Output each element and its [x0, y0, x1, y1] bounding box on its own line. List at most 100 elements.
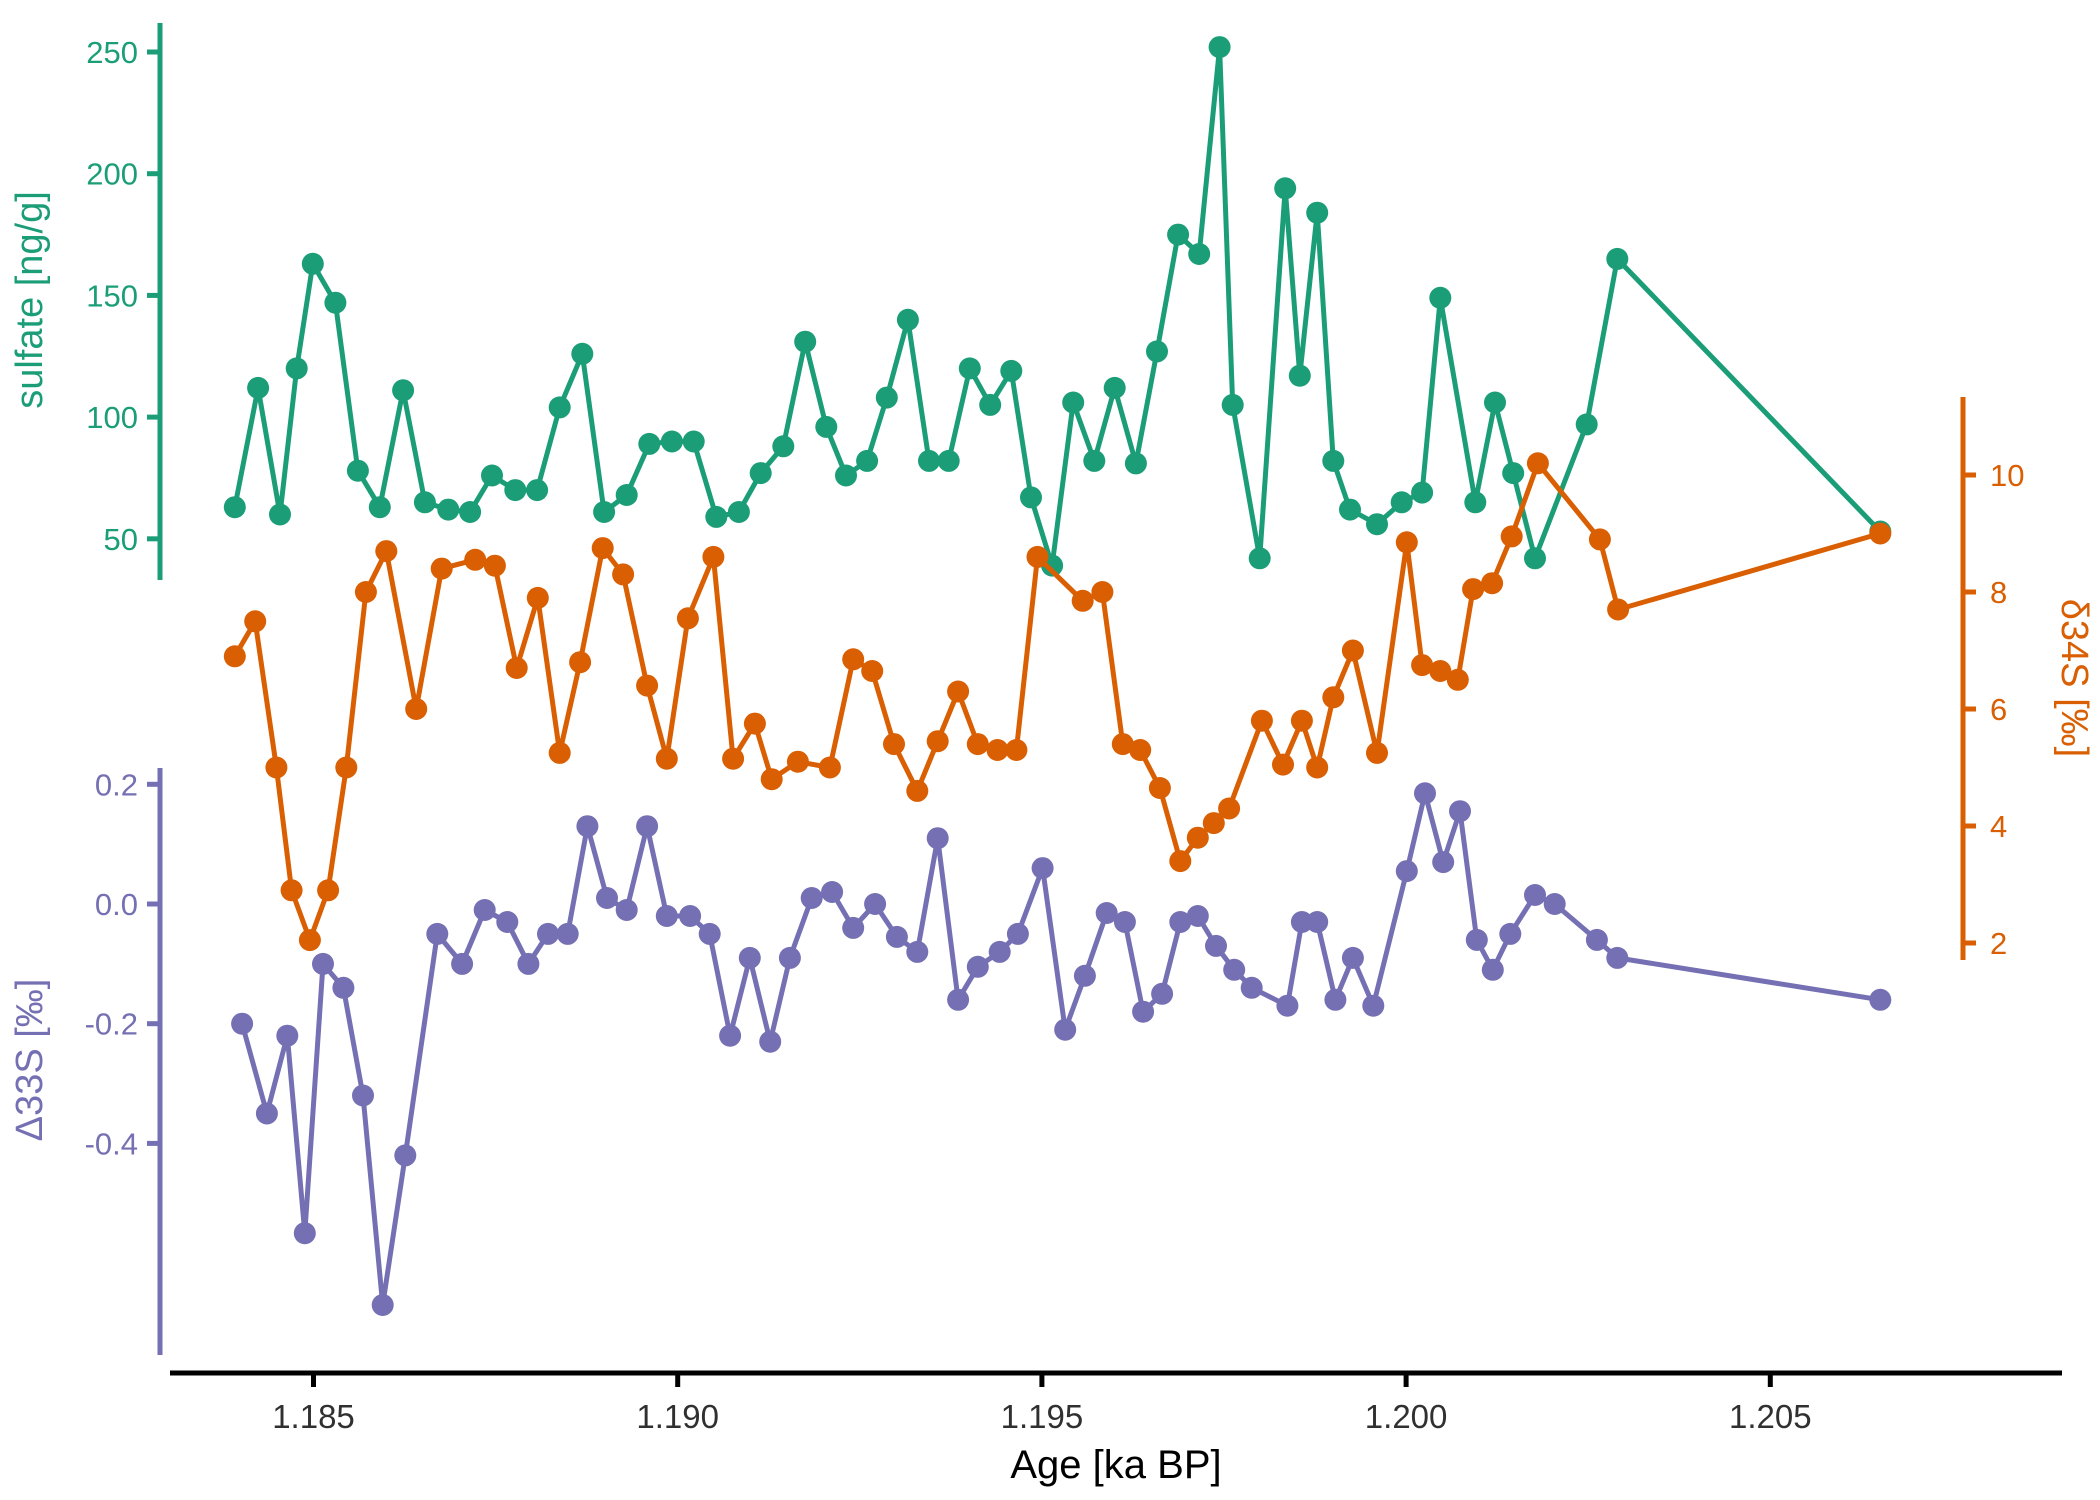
sulfate-tick-label: 250 [86, 35, 138, 70]
D33S-point [596, 887, 618, 909]
D33S-point [778, 946, 801, 969]
d34S-point [464, 548, 487, 571]
d34S-point [722, 747, 745, 770]
sulfate-point [1524, 547, 1546, 570]
sulfate-point [285, 357, 308, 380]
sulfate-point [324, 291, 347, 314]
d34S-point [375, 540, 398, 563]
d34S-point [702, 545, 725, 568]
sulfate-point [247, 376, 270, 399]
d34S-point [1272, 753, 1294, 776]
d34S-tick-label: 2 [1990, 926, 2007, 961]
d34S-point [1322, 686, 1345, 709]
D33S-point [371, 1294, 394, 1316]
D33S-point [1481, 958, 1504, 981]
D33S-point [1240, 976, 1263, 999]
D33S-point [1132, 1000, 1155, 1023]
d34S-tick-label: 4 [1990, 809, 2007, 844]
sulfate-point [1502, 462, 1525, 485]
D33S-tick-label: -0.2 [85, 1007, 138, 1042]
sulfate-point [1248, 547, 1271, 570]
D33S-point [966, 955, 989, 978]
D33S-point [1341, 946, 1364, 969]
sulfate-point [269, 503, 291, 526]
sulfate-point [1208, 36, 1231, 59]
d34S-point [1869, 522, 1892, 545]
sulfate-point [772, 435, 795, 458]
sulfate-line [232, 44, 1883, 569]
d34S-tick-label: 10 [1990, 458, 2024, 493]
sulfate-point [979, 393, 1002, 416]
D33S-point [537, 922, 559, 945]
D33S-point [1449, 800, 1471, 823]
d34S-point [676, 607, 699, 630]
sulfate-point [1221, 393, 1244, 416]
D33S-point [821, 881, 844, 903]
d34S-point [1462, 578, 1485, 601]
sulfate-point [794, 330, 817, 353]
d34S-tick-label: 6 [1990, 692, 2007, 727]
d34S-point [335, 756, 358, 779]
D33S-point [1006, 922, 1029, 945]
d34S-point [1169, 850, 1192, 873]
sulfate-point [1000, 359, 1023, 382]
D33S-point [1169, 911, 1192, 933]
d34S-point [786, 750, 809, 773]
sulfate-point [413, 491, 436, 514]
D33S-axis: 0.2 0.0 -0.2 -0.4 Δ33S [‰] [9, 767, 163, 1355]
sulfate-point [1575, 413, 1598, 436]
sulfate-point [1020, 486, 1042, 509]
sulfate-point [749, 462, 772, 485]
series-sulfate [223, 36, 1892, 577]
D33S-point [679, 905, 702, 927]
sulfate-point [526, 479, 549, 502]
D33S-point [719, 1024, 742, 1047]
d34S-point [1341, 639, 1364, 662]
d34S-point [1429, 660, 1452, 682]
sulfate-point [301, 252, 324, 275]
sulfate-point [1366, 513, 1388, 536]
sulfate-point [368, 496, 391, 519]
sulfate-point [1464, 491, 1487, 514]
d34S-point [1250, 709, 1273, 732]
D33S-point [1223, 958, 1246, 981]
D33S-point [1524, 884, 1546, 906]
D33S-point [1113, 911, 1136, 933]
D33S-point [800, 887, 823, 909]
d34S-tick-label: 8 [1990, 575, 2007, 610]
D33S-point [759, 1030, 782, 1053]
D33S-point [1499, 922, 1522, 945]
sulfate-point [1274, 177, 1297, 200]
d34S-point [1395, 531, 1418, 554]
sulfate-point [937, 449, 960, 472]
D33S-point [312, 952, 334, 975]
sulfate-point [727, 501, 750, 523]
d34S-point [1129, 739, 1152, 761]
sulfate-point [1167, 223, 1190, 246]
D33S-point [1095, 902, 1118, 924]
d34S-point [1005, 739, 1028, 761]
sulfate-point [682, 430, 705, 453]
d34S-point [760, 768, 783, 791]
d34S-point [1111, 733, 1134, 756]
D33S-tick-label: 0.0 [95, 887, 138, 922]
sulfate-point [459, 501, 482, 523]
d34S-point [1446, 668, 1469, 691]
d34S-point [526, 586, 549, 609]
D33S-point [496, 911, 519, 933]
series-D33S [231, 782, 1892, 1316]
sulfate-tick-label: 50 [104, 522, 138, 557]
D33S-tick-label: -0.4 [85, 1126, 138, 1161]
sulfate-point [392, 379, 415, 402]
D33S-point [576, 815, 599, 838]
sulfate-point [1288, 364, 1311, 387]
sulfate-point [856, 449, 879, 472]
d34S-point [1091, 581, 1114, 603]
d34S-point [636, 674, 659, 697]
d34S-point [1148, 777, 1171, 799]
sulfate-point [1124, 452, 1147, 475]
sulfate-point [1322, 449, 1345, 472]
D33S-point [556, 922, 579, 945]
D33S-point [615, 899, 638, 921]
